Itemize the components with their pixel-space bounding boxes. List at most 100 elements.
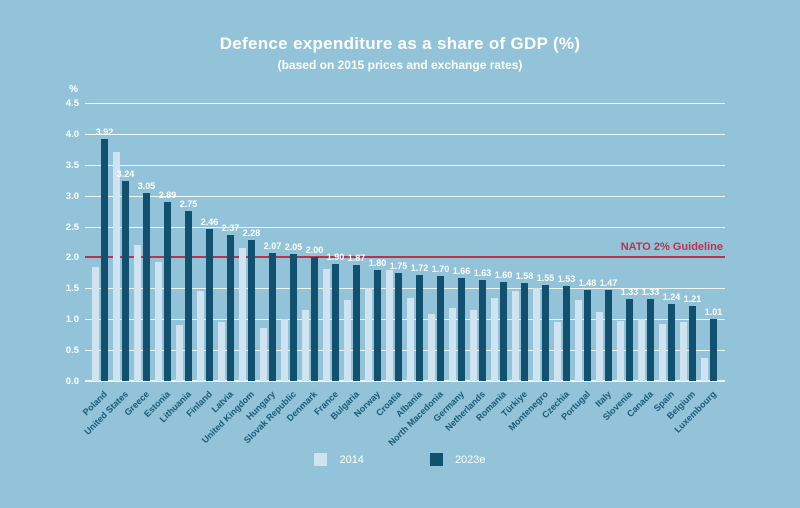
bar-2023e-belgium — [689, 306, 696, 381]
chart-subtitle: (based on 2015 prices and exchange rates… — [277, 58, 523, 72]
legend-item-2014: 2014 — [314, 453, 364, 466]
value-label-italy: 1.47 — [599, 278, 618, 289]
y-tick-label-0.0: 0.0 — [65, 376, 79, 387]
y-tick-label-2.5: 2.5 — [65, 221, 79, 233]
bar-2014-finland — [197, 291, 204, 381]
value-label-slovak-republic: 2.05 — [284, 242, 303, 253]
legend-swatch-2014 — [314, 453, 328, 466]
gridline-1.0 — [85, 319, 725, 321]
gridline-3.5 — [85, 164, 725, 166]
value-label-latvia: 2.37 — [221, 222, 240, 233]
bar-2023e-france — [332, 263, 339, 381]
bar-2023e-spain — [668, 304, 675, 381]
bar-2023e-lithuania — [185, 211, 192, 381]
bar-2014-romania — [491, 297, 498, 381]
bar-2023e-finland — [206, 229, 213, 381]
y-tick-label-1.0: 1.0 — [65, 314, 79, 326]
bar-2014-greece — [134, 245, 141, 381]
bar-2014-croatia — [386, 269, 393, 381]
y-tick-label-4.0: 4.0 — [65, 128, 79, 140]
bar-2023e-czechia — [563, 286, 570, 381]
chart-title: Defence expenditure as a share of GDP (%… — [219, 34, 581, 53]
value-label-greece: 3.05 — [137, 180, 156, 191]
bar-2014-portugal — [575, 300, 582, 381]
bar-2014-spain — [659, 324, 666, 381]
value-label-canada: 1.33 — [641, 286, 660, 297]
bar-2014-lithuania — [176, 325, 183, 381]
value-label-bulgaria: 1.87 — [347, 253, 366, 264]
bar-2023e-norway — [374, 269, 381, 381]
bar-2023e-netherlands — [479, 280, 486, 381]
gridline-4.0 — [85, 133, 725, 135]
bar-2023e-luxembourg — [710, 318, 717, 381]
bar-2014-united-states — [113, 152, 120, 381]
gridline-0.0 — [85, 380, 725, 382]
gridline-3.0 — [85, 195, 725, 197]
bar-2014-czechia — [554, 322, 561, 381]
bar-2023e-north-macedonia — [437, 275, 444, 381]
bar-2023e-italy — [605, 290, 612, 381]
bar-2014-netherlands — [470, 309, 477, 381]
y-axis-unit-label: % — [69, 84, 78, 95]
bar-2023e-hungary — [269, 253, 276, 381]
gridline-4.5 — [85, 103, 725, 104]
bar-2023e-estonia — [164, 202, 171, 381]
bar-2014-bulgaria — [344, 300, 351, 381]
bar-2023e-greece — [143, 192, 150, 381]
bar-2014-belgium — [680, 321, 687, 381]
bar-2014-montenegro — [533, 288, 540, 381]
gridline-0.5 — [85, 350, 725, 352]
value-label-denmark: 2.00 — [305, 245, 324, 256]
nato-guideline-line — [85, 256, 725, 259]
legend-swatch-2023e — [429, 453, 443, 466]
bar-2023e-romania — [500, 282, 507, 381]
value-label-poland: 3.92 — [95, 126, 114, 137]
bar-2023e-united-states — [122, 180, 129, 381]
legend-label-2014: 2014 — [339, 453, 364, 466]
value-label-hungary: 2.07 — [263, 241, 282, 252]
y-tick-label-3.0: 3.0 — [65, 190, 79, 202]
y-tick-label-1.5: 1.5 — [65, 283, 79, 295]
value-label-türkiye: 1.58 — [515, 271, 534, 282]
y-tick-label-2.0: 2.0 — [65, 252, 79, 264]
value-label-portugal: 1.48 — [578, 277, 597, 288]
y-tick-label-3.5: 3.5 — [65, 159, 79, 171]
gridline-2.5 — [85, 226, 725, 228]
bar-2023e-albania — [416, 274, 423, 381]
bar-2023e-bulgaria — [353, 265, 360, 381]
value-label-belgium: 1.21 — [683, 294, 702, 305]
bar-2023e-portugal — [584, 289, 591, 381]
bar-2023e-türkiye — [521, 283, 528, 381]
bar-2014-italy — [596, 311, 603, 381]
gridline-1.5 — [85, 288, 725, 290]
bar-2023e-canada — [647, 298, 654, 381]
value-label-estonia: 2.89 — [158, 190, 177, 201]
bar-2014-france — [323, 268, 330, 381]
value-label-luxembourg: 1.01 — [704, 306, 723, 317]
legend: 2014 2023e — [0, 453, 800, 466]
bar-2023e-montenegro — [542, 285, 549, 381]
bar-2014-slovak-republic — [281, 319, 288, 381]
value-label-netherlands: 1.63 — [473, 268, 492, 279]
bar-2014-albania — [407, 298, 414, 381]
bar-2014-latvia — [218, 322, 225, 381]
bar-2014-united-kingdom — [239, 248, 246, 381]
bar-2023e-slovenia — [626, 298, 633, 381]
plot-area: NATO 2% Guideline 0.0 0.5 1.0 1.5 2.0 2.5 3.0 3… — [66, 98, 725, 448]
bar-2014-hungary — [260, 327, 267, 381]
bar-2014-canada — [638, 319, 645, 381]
value-label-norway: 1.80 — [368, 257, 387, 268]
value-label-czechia: 1.53 — [557, 274, 576, 285]
value-label-lithuania: 2.75 — [179, 199, 198, 210]
bar-2023e-poland — [101, 138, 108, 381]
value-label-united-states: 3.24 — [116, 168, 135, 179]
value-label-albania: 1.72 — [410, 262, 429, 273]
bar-2023e-united-kingdom — [248, 240, 255, 381]
value-label-romania: 1.60 — [494, 270, 513, 281]
bar-2023e-slovak-republic — [290, 254, 297, 381]
bar-2014-north-macedonia — [428, 314, 435, 381]
value-label-germany: 1.66 — [452, 266, 471, 277]
bar-2014-estonia — [155, 261, 162, 381]
bar-2023e-denmark — [311, 257, 318, 381]
